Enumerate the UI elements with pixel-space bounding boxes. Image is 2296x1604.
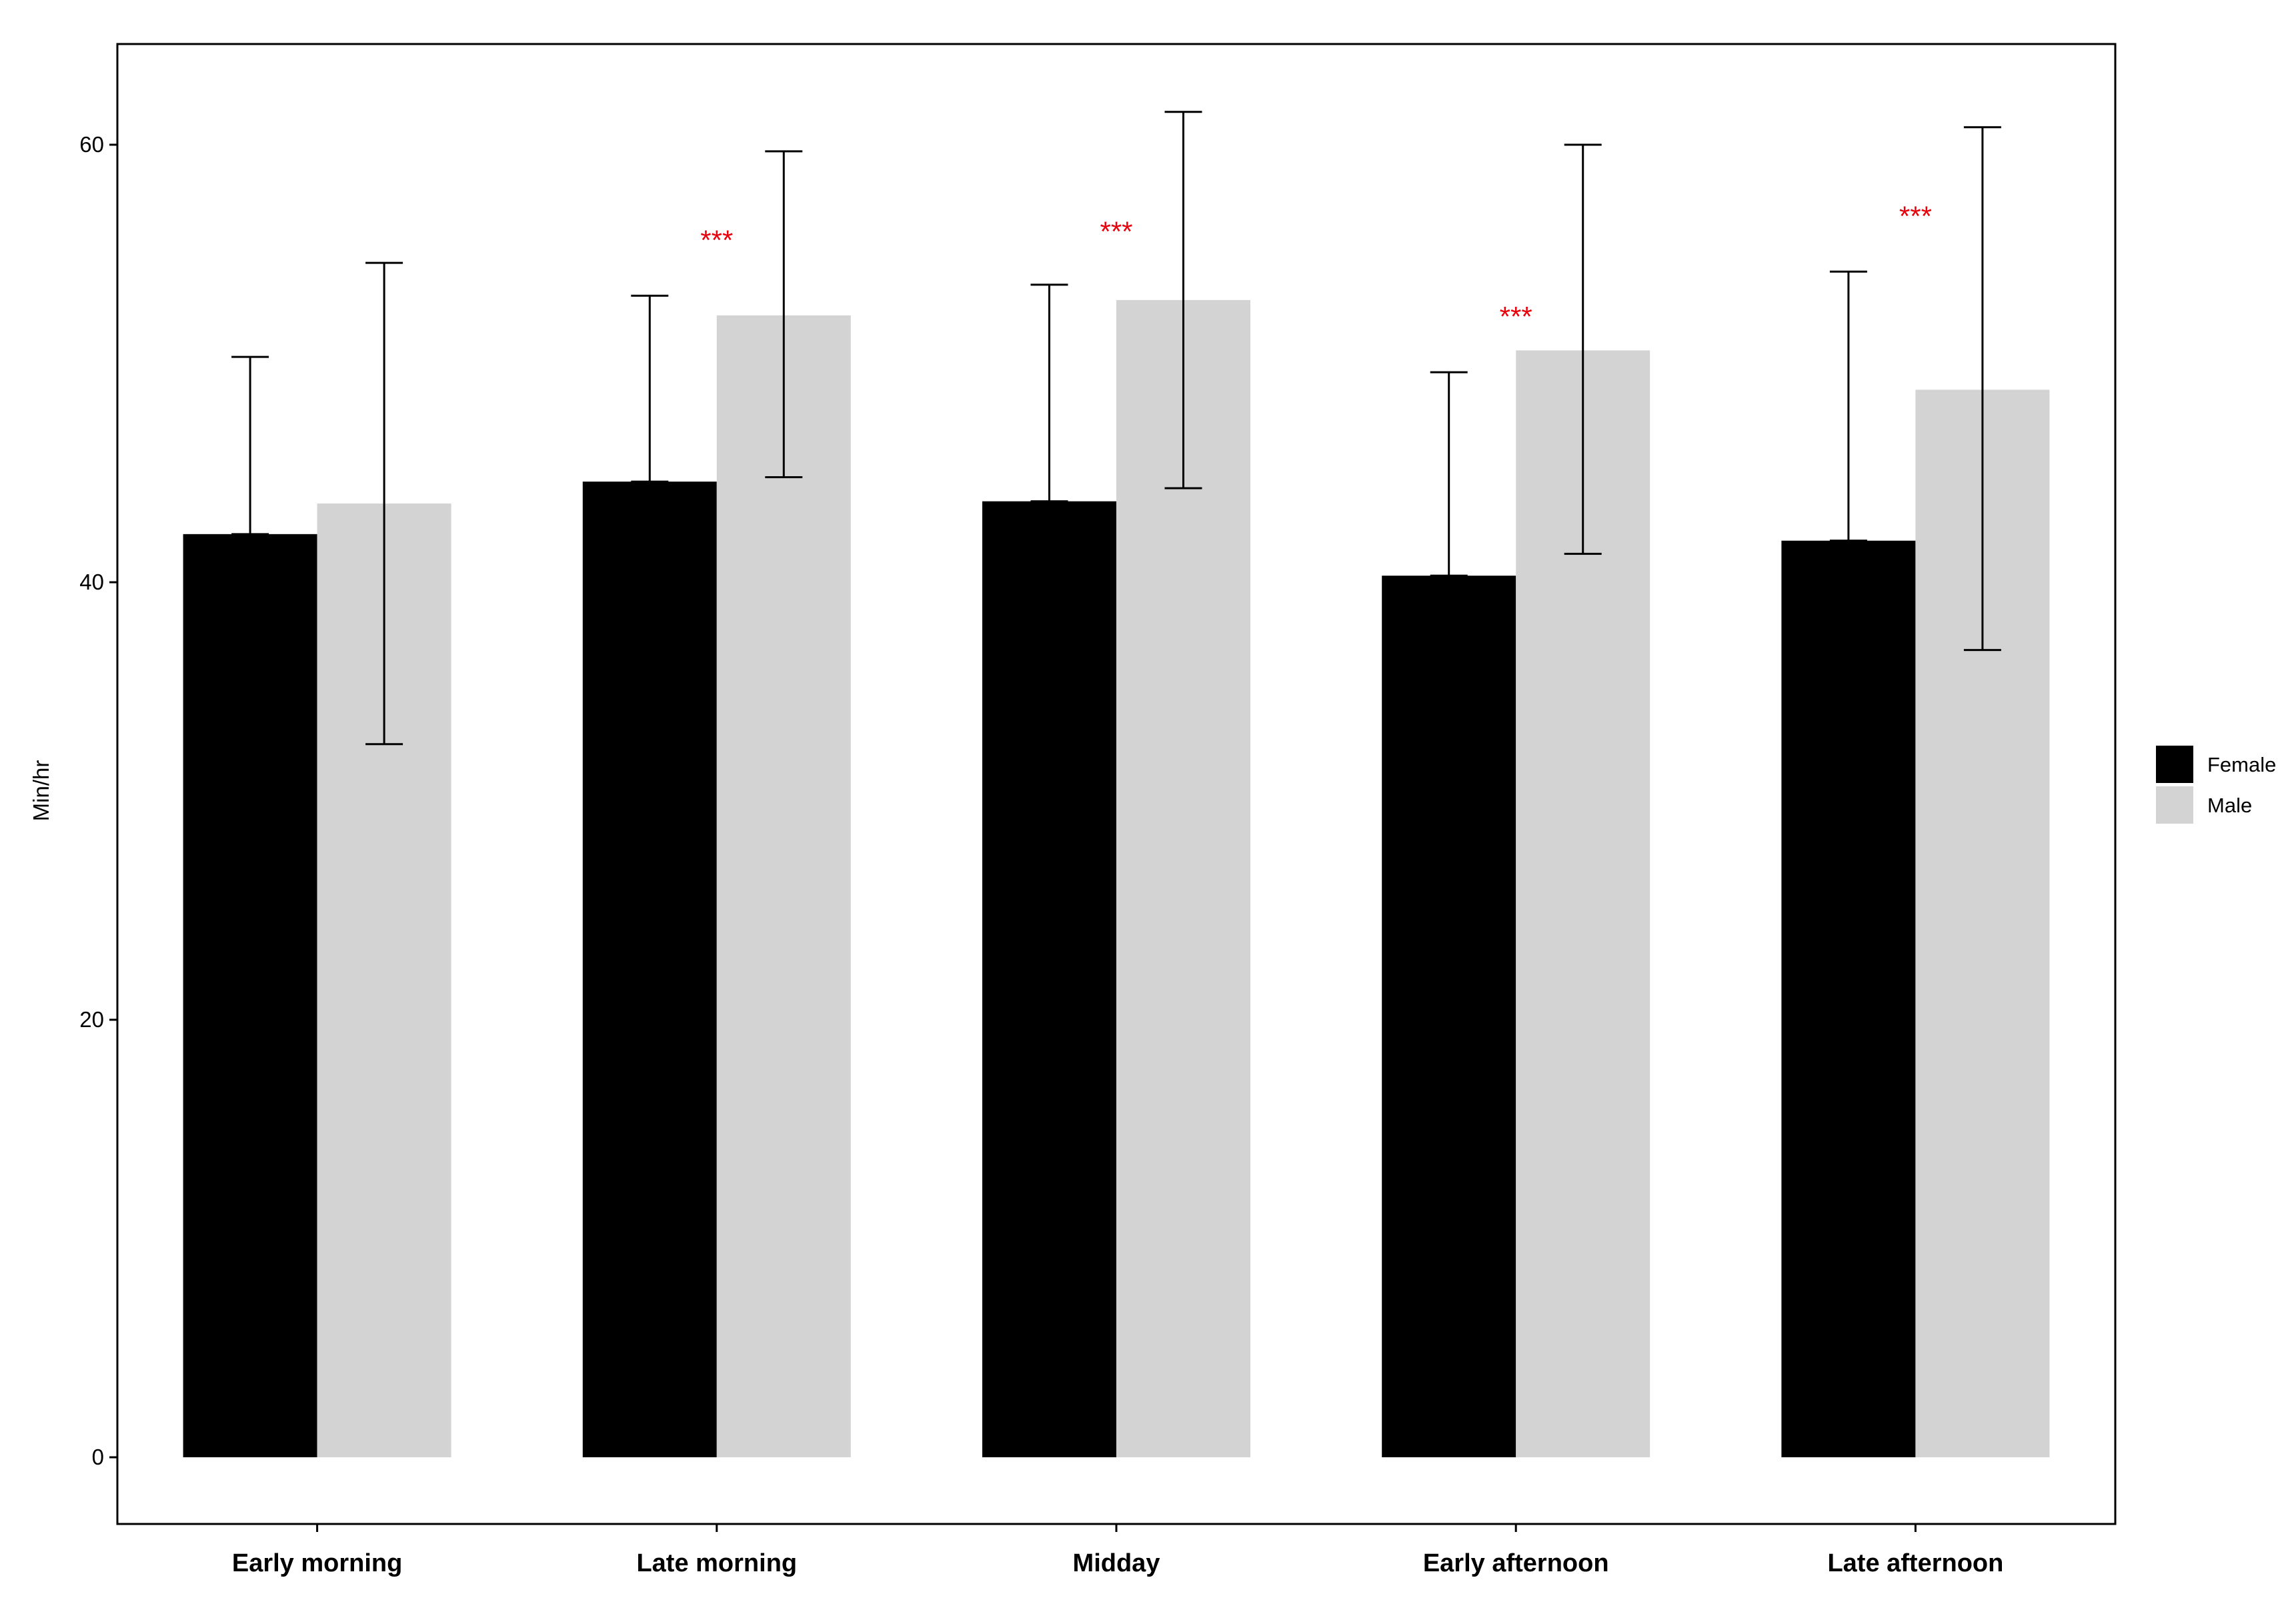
significance-marker-late-afternoon: *** [1899, 200, 1932, 231]
legend-label-female: Female [2207, 753, 2276, 776]
significance-marker-midday: *** [1100, 215, 1132, 247]
x-axis: Early morning Late morning Midday Early aft… [232, 1524, 2003, 1577]
error-bars-layer [231, 111, 2001, 746]
y-tick-label-0: 0 [92, 1445, 104, 1469]
legend-swatch-male [2156, 786, 2193, 824]
bar-female-late-morning [582, 482, 717, 1457]
error-bar-male-late-morning [765, 150, 803, 479]
x-tick-label-early-afternoon: Early afternoon [1423, 1549, 1609, 1577]
legend: Female Male [2156, 746, 2276, 824]
significance-marker-late-morning: *** [700, 224, 733, 255]
y-axis: 0 20 40 60 [79, 132, 117, 1469]
bar-male-late-morning [716, 315, 851, 1458]
x-tick-label-late-morning: Late morning [636, 1549, 797, 1577]
bar-female-late-afternoon [1781, 540, 1916, 1458]
significance-marker-early-afternoon: *** [1500, 301, 1532, 332]
error-bar-male-early-morning [365, 261, 403, 746]
error-bar-female-early-morning [231, 355, 269, 536]
y-tick-label-60: 60 [79, 132, 104, 157]
significance-layer: *** *** *** *** [700, 200, 1932, 332]
error-bar-female-late-afternoon [1829, 270, 1867, 542]
y-tick-label-40: 40 [79, 570, 104, 594]
x-tick-label-midday: Midday [1073, 1549, 1160, 1577]
legend-swatch-female [2156, 746, 2193, 783]
y-tick-label-20: 20 [79, 1007, 104, 1032]
bar-male-midday [1116, 299, 1250, 1457]
bars-layer [183, 299, 2050, 1458]
bar-female-early-morning [183, 534, 317, 1457]
error-bar-female-late-morning [631, 294, 669, 483]
bar-female-midday [982, 501, 1116, 1457]
error-bar-male-late-afternoon [1963, 126, 2001, 652]
error-bar-female-midday [1030, 283, 1068, 503]
error-bar-male-early-afternoon [1564, 143, 1602, 555]
legend-label-male: Male [2207, 794, 2252, 817]
x-tick-label-early-morning: Early morning [232, 1549, 403, 1577]
error-bar-female-early-afternoon [1430, 371, 1468, 577]
bar-female-early-afternoon [1382, 576, 1516, 1458]
x-tick-label-late-afternoon: Late afternoon [1827, 1549, 2003, 1577]
error-bar-male-midday [1164, 111, 1202, 490]
y-axis-title: Min/hr [29, 760, 53, 822]
